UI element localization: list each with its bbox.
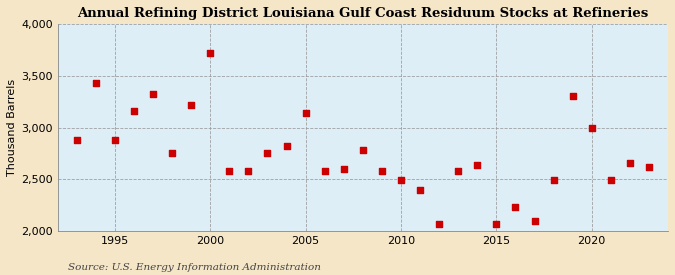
Point bbox=[510, 205, 521, 210]
Point bbox=[128, 109, 139, 113]
Point bbox=[643, 165, 654, 169]
Point bbox=[319, 169, 330, 173]
Point bbox=[472, 163, 483, 167]
Point bbox=[377, 169, 387, 173]
Point bbox=[587, 125, 597, 130]
Point bbox=[338, 167, 349, 171]
Point bbox=[262, 151, 273, 156]
Point bbox=[358, 148, 369, 153]
Point bbox=[148, 92, 159, 97]
Point bbox=[605, 178, 616, 183]
Y-axis label: Thousand Barrels: Thousand Barrels bbox=[7, 79, 17, 176]
Point bbox=[300, 111, 311, 115]
Point bbox=[491, 222, 502, 226]
Point bbox=[167, 151, 178, 156]
Point bbox=[567, 94, 578, 99]
Point bbox=[414, 188, 425, 192]
Point bbox=[281, 144, 292, 148]
Point bbox=[72, 138, 82, 142]
Point bbox=[434, 222, 445, 226]
Text: Source: U.S. Energy Information Administration: Source: U.S. Energy Information Administ… bbox=[68, 263, 321, 272]
Point bbox=[109, 138, 120, 142]
Point bbox=[90, 81, 101, 85]
Point bbox=[205, 51, 215, 55]
Point bbox=[548, 178, 559, 183]
Title: Annual Refining District Louisiana Gulf Coast Residuum Stocks at Refineries: Annual Refining District Louisiana Gulf … bbox=[77, 7, 649, 20]
Point bbox=[224, 169, 235, 173]
Point bbox=[624, 161, 635, 165]
Point bbox=[186, 103, 196, 107]
Point bbox=[243, 169, 254, 173]
Point bbox=[453, 169, 464, 173]
Point bbox=[529, 219, 540, 223]
Point bbox=[396, 178, 406, 183]
